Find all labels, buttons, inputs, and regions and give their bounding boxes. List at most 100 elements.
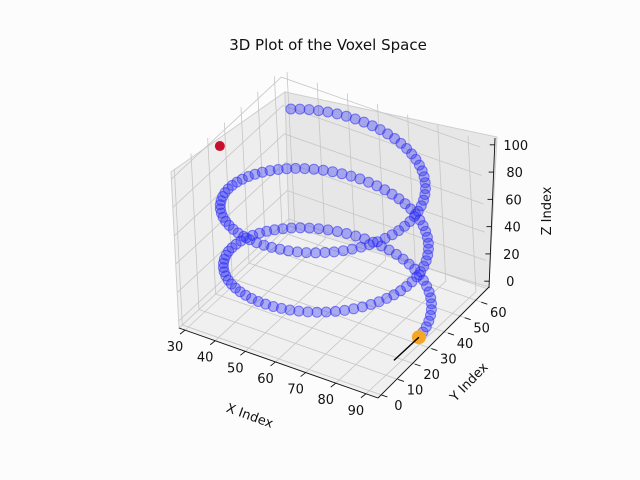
data-point [346, 243, 358, 255]
data-point [302, 306, 314, 318]
data-point [395, 285, 407, 297]
z-tick-label: 20 [503, 248, 520, 263]
data-point [420, 321, 432, 333]
data-point [284, 304, 296, 316]
y-tick-label: 40 [457, 337, 474, 352]
data-point [246, 293, 258, 304]
data-point [308, 163, 320, 175]
data-point [320, 306, 332, 318]
data-point [214, 203, 226, 215]
direction-arrow [393, 336, 420, 361]
grid-line-y [173, 168, 382, 396]
grid-line-y [223, 122, 432, 349]
data-point [337, 245, 349, 257]
x-axis-label: X Index [224, 401, 275, 432]
data-point [214, 199, 226, 211]
y-tick [447, 332, 455, 336]
grid-line-z [171, 76, 481, 180]
data-point [299, 163, 311, 175]
z-tick-label: 80 [506, 166, 523, 181]
x-tick [330, 382, 337, 388]
data-point [242, 171, 254, 182]
data-point [373, 296, 385, 308]
data-point [415, 200, 427, 212]
axis-lines [178, 137, 496, 399]
y-tick [381, 394, 388, 398]
data-point [313, 223, 325, 235]
data-point [266, 241, 278, 253]
data-point [340, 110, 352, 122]
data-point [218, 257, 229, 269]
y-tick-label: 30 [440, 353, 457, 368]
data-point [281, 163, 293, 175]
grid-line-y [257, 91, 465, 319]
data-point [417, 220, 429, 232]
x-tick [300, 372, 306, 377]
grid-line-z [176, 190, 487, 293]
y-tick-label: 60 [490, 306, 507, 321]
data-point [291, 246, 303, 258]
grid-line-y [240, 107, 449, 334]
y-tick [481, 301, 488, 305]
data-point [422, 237, 434, 249]
data-point [345, 170, 357, 182]
data-point [311, 306, 323, 318]
data-point [331, 226, 343, 237]
data-point [223, 219, 235, 231]
data-point [393, 225, 405, 237]
data-point [419, 177, 431, 189]
data-point [310, 247, 322, 259]
data-point [240, 289, 252, 301]
data-point [274, 243, 286, 255]
x-tick [360, 393, 367, 399]
data-points [214, 103, 437, 343]
data-point [225, 278, 237, 290]
x-tick-label: 60 [257, 372, 274, 387]
data-point [329, 305, 341, 317]
chart-title: 3D Plot of the Voxel Space [229, 36, 427, 54]
data-point [327, 166, 339, 178]
y-tick-label: 20 [423, 368, 440, 383]
y-tick [397, 379, 405, 382]
y-tick [431, 348, 438, 351]
grid-line-y [207, 137, 415, 365]
data-point [317, 164, 329, 176]
highlight-markers [214, 141, 426, 361]
end-point-marker [214, 141, 225, 152]
data-point [294, 222, 306, 234]
data-point [331, 108, 343, 120]
data-point [341, 228, 353, 239]
data-point [328, 246, 340, 258]
data-point [348, 303, 360, 315]
grid-line-y [273, 76, 482, 303]
data-point [313, 105, 324, 117]
x-tick-label: 70 [287, 383, 304, 398]
z-axis-label: Z Index [540, 186, 555, 235]
data-point [413, 159, 425, 171]
data-point [410, 153, 422, 165]
data-point [275, 302, 287, 314]
data-point [267, 301, 279, 312]
data-point [283, 245, 294, 257]
data-point [244, 234, 256, 246]
data-point [272, 164, 284, 175]
data-point [418, 194, 429, 206]
data-point [294, 103, 306, 115]
z-tick-label: 100 [503, 139, 528, 154]
data-point [303, 222, 315, 234]
data-point [232, 227, 244, 239]
x-tick-label: 50 [227, 361, 244, 376]
grid-line-z [178, 218, 488, 322]
z-tick-label: 60 [505, 193, 522, 208]
x-tick [209, 340, 216, 346]
data-point [418, 260, 430, 272]
data-point [322, 106, 334, 118]
grid-lines [171, 72, 488, 396]
data-point [426, 298, 437, 310]
data-point [293, 305, 305, 317]
y-tick [414, 363, 421, 367]
z-tick-label: 40 [504, 221, 521, 236]
data-point [285, 103, 297, 115]
data-point [401, 281, 413, 292]
x-tick-label: 30 [167, 340, 184, 355]
